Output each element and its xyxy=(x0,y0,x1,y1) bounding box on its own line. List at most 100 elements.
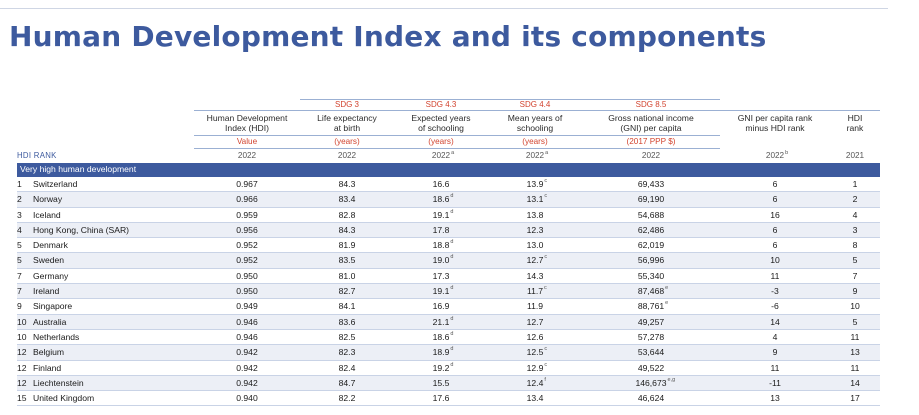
expected-schooling-cell-value: 19.1 d xyxy=(432,285,454,297)
mean-schooling-cell: 12.3 xyxy=(488,222,582,239)
hdi-rank-cell: 12 xyxy=(17,344,32,361)
footnote-marker: d xyxy=(450,239,454,246)
gni-cell: 57,278 xyxy=(582,329,720,346)
hdi-value-cell-value: 0.952 xyxy=(236,255,258,266)
mean-schooling-cell-value: 13.9 c xyxy=(526,177,548,189)
hdi-value-cell-value: 0.959 xyxy=(236,209,258,220)
footnote-marker: d xyxy=(450,315,454,322)
gni-cell: 88,761 e xyxy=(582,298,720,315)
hdi-value-cell: 0.942 xyxy=(194,375,300,392)
gni-cell-value: 88,761 e xyxy=(637,300,669,312)
country-name: Norway xyxy=(32,191,194,208)
hdi-rank-cell: 7 xyxy=(17,268,32,285)
country-name: Liechtenstein xyxy=(32,375,194,392)
gni-rank-diff-cell: 10 xyxy=(720,252,830,269)
sdg-label: SDG 4.4 xyxy=(488,99,582,111)
country-name: Denmark xyxy=(32,237,194,254)
mean-schooling-cell: 13.9 c xyxy=(488,176,582,193)
sdg-row: SDG 3 SDG 4.3 SDG 4.4 SDG 8.5 xyxy=(17,99,880,111)
country-name: Netherlands xyxy=(32,329,194,346)
gni-cell: 54,688 xyxy=(582,207,720,223)
year-value: 2022 xyxy=(641,150,661,160)
column-year: 2022 b xyxy=(720,149,830,163)
hdi-value-cell-value: 0.952 xyxy=(236,240,258,251)
hdi-rank-cell: 5 xyxy=(17,237,32,254)
column-year: 2022 xyxy=(300,149,394,163)
life-expectancy-cell-value: 84.1 xyxy=(338,301,356,312)
sdg-label xyxy=(720,100,830,111)
gni-rank-diff-cell: 4 xyxy=(720,329,830,346)
hdi-value-cell: 0.946 xyxy=(194,314,300,330)
hdi-value-cell-value: 0.942 xyxy=(236,377,258,388)
mean-schooling-cell-value: 13.1 c xyxy=(526,193,548,205)
life-expectancy-cell-value: 82.8 xyxy=(338,209,356,220)
year-row: HDI RANK 2022 2022 2022 a 2022 a 2022 2022 b 2021 xyxy=(17,149,880,163)
year-value: 2022 xyxy=(337,150,357,160)
expected-schooling-cell-value: 18.8 d xyxy=(432,239,454,251)
gni-rank-diff-cell: 6 xyxy=(720,176,830,193)
table-row: 9 Singapore 0.949 84.1 16.9 11.9 88,761 e -6 10 xyxy=(17,298,880,315)
country-name: Hong Kong, China (SAR) xyxy=(32,222,194,239)
mean-schooling-cell-value: 12.5 c xyxy=(526,346,548,358)
gni-rank-diff-cell-value: 6 xyxy=(772,240,778,251)
column-unit: (2017 PPP $) xyxy=(582,135,720,149)
gni-cell: 53,644 xyxy=(582,344,720,361)
hdi-value-cell-value: 0.942 xyxy=(236,362,258,373)
gni-cell: 56,996 xyxy=(582,252,720,269)
hdi-rank-2021-cell: 4 xyxy=(830,207,880,223)
expected-schooling-cell: 19.1 d xyxy=(394,207,488,223)
country-name: Ireland xyxy=(32,283,194,300)
sdg-label xyxy=(17,100,32,111)
hdi-rank-2021-cell: 3 xyxy=(830,222,880,239)
expected-schooling-cell-value: 17.8 xyxy=(432,224,450,235)
hdi-rank-2021-cell-value: 4 xyxy=(852,209,858,220)
mean-schooling-cell: 11.7 c xyxy=(488,283,582,300)
life-expectancy-cell-value: 83.4 xyxy=(338,194,356,205)
year-value: 2021 xyxy=(845,150,865,160)
hdi-rank-2021-cell: 8 xyxy=(830,237,880,254)
hdi-value-cell: 0.952 xyxy=(194,237,300,254)
expected-schooling-cell-value: 16.9 xyxy=(432,301,450,312)
life-expectancy-cell: 81.9 xyxy=(300,237,394,254)
year-value: 2022 a xyxy=(431,149,455,160)
gni-rank-diff-cell-value: 11 xyxy=(770,270,780,281)
expected-schooling-cell: 18.9 d xyxy=(394,344,488,361)
hdi-value-cell: 0.942 xyxy=(194,360,300,376)
footnote-marker: d xyxy=(450,330,454,337)
expected-schooling-cell-value: 18.6 d xyxy=(432,330,454,342)
expected-schooling-cell-value: 17.3 xyxy=(432,270,450,281)
footnote-marker: d xyxy=(450,208,454,215)
hdi-rank-2021-cell-value: 5 xyxy=(852,255,858,266)
footnote-marker: d xyxy=(450,193,454,200)
column-year: 2022 a xyxy=(394,149,488,163)
gni-cell-value: 49,522 xyxy=(637,362,665,373)
mean-schooling-cell-value: 13.4 xyxy=(526,393,544,404)
expected-schooling-cell: 18.6 d xyxy=(394,329,488,346)
mean-schooling-cell: 14.3 xyxy=(488,268,582,285)
hdi-rank-2021-cell-value: 13 xyxy=(850,347,860,358)
hdi-rank-2021-cell: 10 xyxy=(830,298,880,315)
footnote-marker: d xyxy=(450,285,454,292)
life-expectancy-cell-value: 82.4 xyxy=(338,362,356,373)
table-row: 12 Belgium 0.942 82.3 18.9 d 12.5 c 53,644 9 13 xyxy=(17,344,880,361)
year-value: 2022 xyxy=(237,150,257,160)
hdi-rank-2021-cell: 7 xyxy=(830,268,880,285)
mean-schooling-cell: 13.1 c xyxy=(488,191,582,208)
column-year: 2022 xyxy=(194,149,300,163)
footnote-marker: a xyxy=(545,149,549,156)
life-expectancy-cell: 82.8 xyxy=(300,207,394,223)
expected-schooling-cell-value: 21.1 d xyxy=(432,315,454,327)
column-header: Expected years of schooling xyxy=(394,110,488,136)
hdi-rank-2021-cell-value: 3 xyxy=(852,224,858,235)
gni-rank-diff-cell: -3 xyxy=(720,283,830,300)
mean-schooling-cell-value: 12.4 f xyxy=(526,376,546,388)
life-expectancy-cell-value: 84.3 xyxy=(338,178,356,189)
mean-schooling-cell: 12.5 c xyxy=(488,344,582,361)
mean-schooling-cell-value: 12.3 xyxy=(526,224,544,235)
gni-rank-diff-cell: 6 xyxy=(720,237,830,254)
gni-cell: 146,673 e,g xyxy=(582,375,720,392)
group-header-row: Very high human development xyxy=(17,162,880,177)
gni-rank-diff-cell: 6 xyxy=(720,191,830,208)
column-header: Human Development Index (HDI) xyxy=(194,110,300,136)
life-expectancy-cell: 82.3 xyxy=(300,344,394,361)
